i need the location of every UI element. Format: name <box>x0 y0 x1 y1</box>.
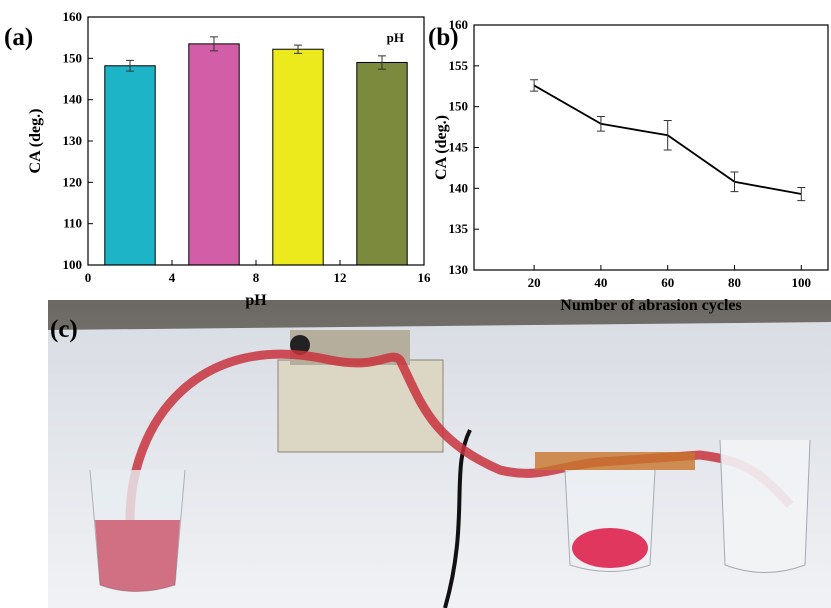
x-tick-label: 16 <box>418 270 432 285</box>
plot-frame <box>474 25 828 270</box>
y-tick-label: 150 <box>63 50 83 65</box>
bar <box>273 49 323 265</box>
x-tick-label: 4 <box>169 270 176 285</box>
y-tick-label: 140 <box>449 180 469 195</box>
photo: (c) <box>48 300 831 608</box>
y-tick-label: 160 <box>63 9 83 24</box>
y-tick-label: 150 <box>449 99 469 114</box>
annotation: pH <box>387 30 404 45</box>
beaker-left-liquid <box>95 520 180 592</box>
y-tick-label: 130 <box>449 262 469 277</box>
beaker-middle-liquid <box>572 528 648 568</box>
bar <box>189 44 239 265</box>
x-tick-label: 0 <box>85 270 92 285</box>
figure: (c) 100 110 120 130 140 150 160 0 4 8 12 16 CA (deg.… <box>0 0 831 608</box>
x-tick-label: 80 <box>728 275 741 290</box>
x-tick-label: 100 <box>792 275 812 290</box>
x-tick-label: 60 <box>661 275 674 290</box>
y-tick-label: 155 <box>449 58 469 73</box>
beaker-right <box>720 440 810 573</box>
y-tick-label: 120 <box>63 174 83 189</box>
y-tick-label: 100 <box>63 257 83 272</box>
error-bar <box>530 80 538 91</box>
x-tick-label: 20 <box>528 275 541 290</box>
y-axis-title: CA (deg.) <box>433 115 450 180</box>
filter-tube <box>535 452 695 470</box>
bar <box>357 62 407 265</box>
x-tick-label: 8 <box>253 270 260 285</box>
y-tick-label: 140 <box>63 92 83 107</box>
y-tick-label: 145 <box>449 140 469 155</box>
y-axis-title: CA (deg.) <box>27 109 44 174</box>
x-axis-title: pH <box>245 292 267 309</box>
y-tick-label: 130 <box>63 133 83 148</box>
x-axis-title: Number of abrasion cycles <box>560 297 741 314</box>
panel-label: (a) <box>4 24 33 51</box>
panel-label: (c) <box>50 316 78 343</box>
x-tick-label: 12 <box>334 270 347 285</box>
x-tick-label: 40 <box>594 275 607 290</box>
bar <box>105 66 155 265</box>
panel-label: (b) <box>428 24 459 51</box>
y-tick-label: 135 <box>449 221 469 236</box>
y-tick-label: 110 <box>63 216 82 231</box>
